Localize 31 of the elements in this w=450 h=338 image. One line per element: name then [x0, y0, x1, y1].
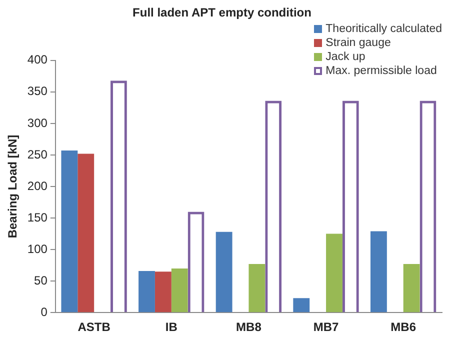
bar	[154, 272, 172, 312]
y-tick-label: 150	[27, 210, 48, 224]
chart-title: Full laden APT empty condition	[132, 6, 312, 20]
bar	[403, 264, 420, 312]
x-tick-label: IB	[165, 320, 178, 334]
bar	[138, 270, 155, 312]
x-tick-label: MB8	[236, 320, 262, 334]
x-tick-label: ASTB	[78, 320, 111, 334]
bar	[326, 234, 342, 312]
y-tick-label: 350	[27, 84, 48, 98]
bar	[370, 231, 387, 312]
y-tick-label: 250	[27, 147, 48, 162]
legend-label: Theoritically calculated	[326, 22, 442, 36]
legend-label: Max. permissible load	[326, 64, 437, 78]
x-tick-label: MB7	[313, 320, 340, 334]
x-tick-label: MB6	[390, 320, 416, 334]
y-tick-label: 300	[27, 116, 48, 130]
y-axis-title: Bearing Load [kN]	[6, 134, 20, 238]
bar	[216, 232, 232, 312]
bar	[248, 264, 266, 312]
bar	[61, 150, 78, 312]
y-tick-label: 200	[27, 178, 48, 193]
bar	[293, 298, 310, 312]
bar	[171, 268, 188, 312]
y-tick-label: 400	[27, 52, 48, 67]
y-tick-label: 0	[40, 304, 48, 319]
legend-label: Jack up	[326, 50, 366, 64]
y-tick-label: 100	[27, 242, 48, 256]
legend-label: Strain gauge	[326, 36, 391, 50]
bar	[78, 154, 94, 312]
y-tick-label: 50	[34, 273, 48, 288]
